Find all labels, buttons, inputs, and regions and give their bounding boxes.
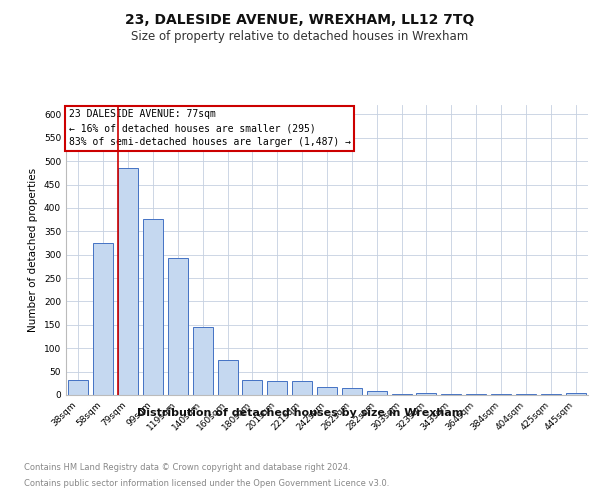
Bar xyxy=(392,394,412,395)
Bar xyxy=(218,360,238,395)
Bar xyxy=(94,243,113,395)
Text: 23 DALESIDE AVENUE: 77sqm
← 16% of detached houses are smaller (295)
83% of semi: 23 DALESIDE AVENUE: 77sqm ← 16% of detac… xyxy=(68,110,350,148)
Bar xyxy=(242,380,262,395)
Bar xyxy=(143,218,163,395)
Bar xyxy=(566,392,586,395)
Bar xyxy=(68,380,88,395)
Text: Contains HM Land Registry data © Crown copyright and database right 2024.: Contains HM Land Registry data © Crown c… xyxy=(24,462,350,471)
Text: 23, DALESIDE AVENUE, WREXHAM, LL12 7TQ: 23, DALESIDE AVENUE, WREXHAM, LL12 7TQ xyxy=(125,12,475,26)
Bar xyxy=(342,388,362,395)
Bar xyxy=(442,394,461,395)
Text: Size of property relative to detached houses in Wrexham: Size of property relative to detached ho… xyxy=(131,30,469,43)
Bar xyxy=(268,381,287,395)
Bar xyxy=(292,381,312,395)
Bar xyxy=(118,168,138,395)
Bar xyxy=(491,394,511,395)
Y-axis label: Number of detached properties: Number of detached properties xyxy=(28,168,38,332)
Bar xyxy=(168,258,188,395)
Bar xyxy=(541,394,560,395)
Text: Distribution of detached houses by size in Wrexham: Distribution of detached houses by size … xyxy=(137,408,463,418)
Bar xyxy=(317,387,337,395)
Text: Contains public sector information licensed under the Open Government Licence v3: Contains public sector information licen… xyxy=(24,479,389,488)
Bar xyxy=(193,327,212,395)
Bar xyxy=(416,393,436,395)
Bar xyxy=(367,392,386,395)
Bar xyxy=(516,394,536,395)
Bar xyxy=(466,394,486,395)
